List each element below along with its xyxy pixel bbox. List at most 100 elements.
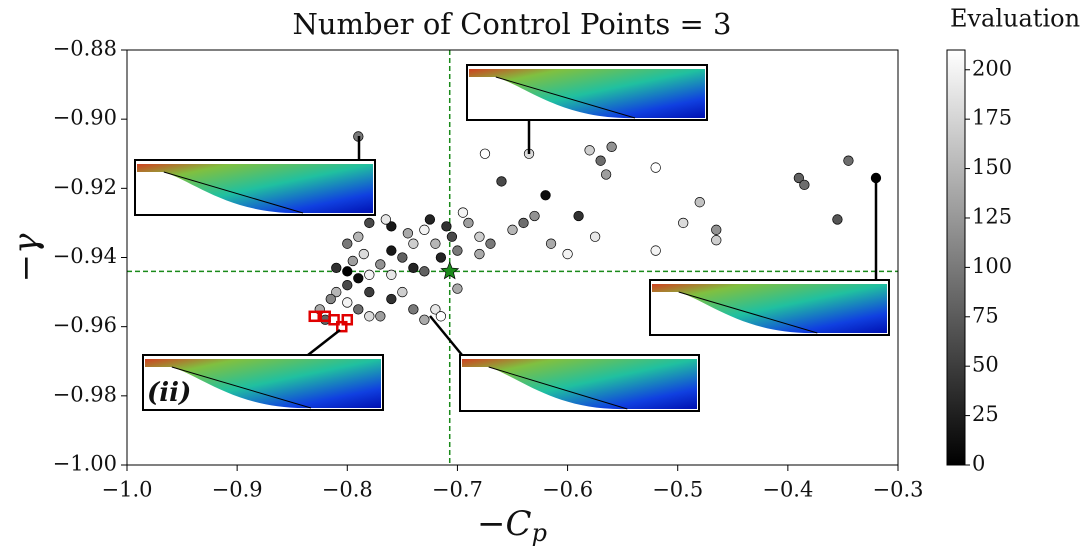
- point: [694, 197, 705, 208]
- colorbar-tick-label: 175: [972, 106, 1012, 130]
- point: [386, 293, 397, 305]
- point: [441, 221, 452, 232]
- x-tick-label: −0.5: [652, 478, 703, 502]
- point: [606, 141, 617, 152]
- point: [419, 314, 430, 325]
- point: [397, 286, 408, 298]
- inset-flow: [462, 359, 697, 410]
- point: [463, 217, 474, 229]
- point: [364, 311, 375, 322]
- inset-wall: [678, 291, 818, 334]
- point: [353, 304, 364, 315]
- colorbar-tick-label: 125: [972, 204, 1012, 228]
- point: [452, 245, 463, 256]
- point: [364, 217, 375, 229]
- x-axis-label: −Cp: [477, 504, 547, 547]
- x-tick-label: −0.9: [212, 478, 263, 502]
- point: [529, 210, 540, 222]
- colorbar-tick-label: 200: [972, 56, 1012, 80]
- inset-wall: [495, 76, 636, 119]
- point: [430, 304, 441, 315]
- y-tick-label: −0.88: [53, 37, 117, 61]
- point: [452, 283, 463, 294]
- point: [364, 269, 375, 280]
- colorbar-tick-label: 75: [972, 303, 999, 327]
- point: [650, 245, 661, 256]
- point: [375, 259, 386, 270]
- point: [364, 286, 375, 298]
- x-axis-label-sub: p: [532, 519, 547, 547]
- point: [496, 176, 507, 187]
- pareto-point: [308, 310, 320, 323]
- point: [408, 262, 419, 274]
- point: [331, 262, 342, 274]
- x-tick-label: −0.3: [873, 478, 924, 502]
- point: [485, 238, 496, 249]
- point: [424, 214, 436, 225]
- point: [435, 311, 447, 322]
- colorbar-tick-label: 150: [972, 155, 1012, 179]
- point: [584, 145, 595, 156]
- colorbar-tick-label: 25: [972, 402, 999, 426]
- colorbar-label: Evaluation: [950, 5, 1080, 33]
- point: [342, 280, 353, 291]
- point: [347, 255, 358, 267]
- y-tick-label: −0.98: [53, 382, 117, 406]
- point: [331, 286, 342, 298]
- point: [479, 148, 491, 159]
- point: [386, 245, 397, 256]
- colorbar-tick-label: 0: [972, 452, 985, 476]
- point: [799, 179, 810, 191]
- point: [435, 252, 447, 263]
- point: [386, 269, 397, 280]
- y-tick-label: −0.94: [53, 244, 117, 268]
- point: [325, 293, 336, 305]
- x-tick-label: −0.8: [322, 478, 373, 502]
- inset-flow: [137, 164, 373, 214]
- point: [595, 155, 606, 166]
- point: [419, 224, 430, 235]
- point: [375, 311, 386, 322]
- point: [358, 248, 369, 260]
- point: [430, 238, 441, 249]
- x-tick-label: −0.6: [542, 478, 593, 502]
- point: [589, 231, 601, 242]
- point: [353, 273, 364, 284]
- point: [793, 172, 805, 184]
- y-axis-label: −γ: [6, 233, 46, 282]
- annotation: (ii): [147, 378, 191, 408]
- inset-connector: [307, 329, 341, 356]
- point: [353, 231, 364, 242]
- point: [518, 217, 529, 229]
- colorbar-tick-label: 100: [972, 254, 1012, 278]
- y-tick-label: −0.92: [53, 175, 117, 199]
- point: [419, 266, 430, 277]
- point: [446, 231, 458, 242]
- point: [342, 297, 353, 308]
- point: [562, 248, 573, 260]
- point: [408, 304, 419, 315]
- y-tick-label: −0.90: [53, 106, 117, 130]
- y-tick-label: −1.00: [53, 452, 117, 476]
- point: [507, 224, 518, 235]
- x-tick-label: −0.4: [762, 478, 813, 502]
- colorbar-tick-label: 50: [972, 353, 999, 377]
- point: [545, 238, 557, 249]
- point: [711, 235, 722, 246]
- plot-frame: [126, 49, 899, 466]
- pareto-point: [341, 314, 354, 326]
- inset-flow: [469, 69, 705, 119]
- point: [474, 231, 485, 242]
- point: [540, 190, 551, 201]
- point: [457, 207, 469, 218]
- inset-wall: [163, 171, 304, 214]
- point: [402, 228, 414, 239]
- point: [843, 155, 854, 166]
- point: [380, 214, 391, 225]
- point: [342, 238, 353, 249]
- star-point: [440, 261, 460, 280]
- inset-flow: [145, 359, 381, 409]
- point: [711, 224, 722, 235]
